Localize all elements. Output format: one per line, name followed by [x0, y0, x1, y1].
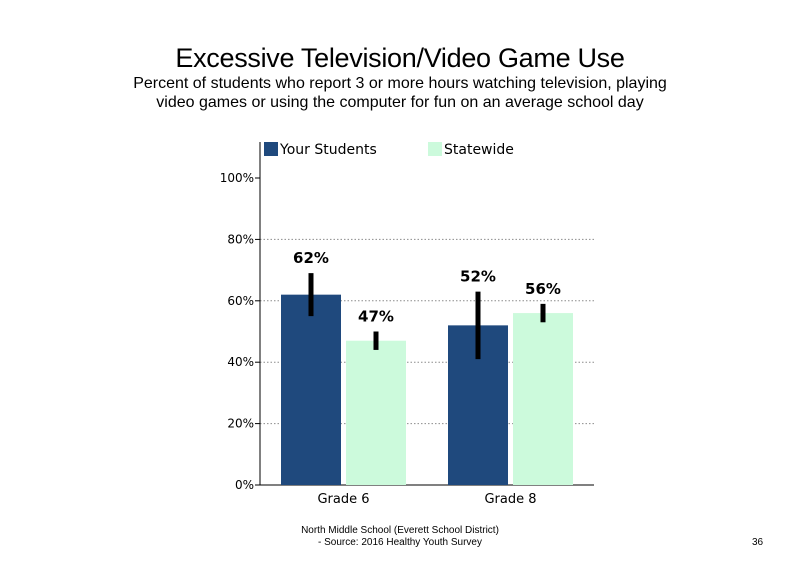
footer-school: North Middle School (Everett School Dist… — [301, 525, 499, 536]
chart-subtitle: Percent of students who report 3 or more… — [133, 75, 667, 111]
bar — [281, 294, 341, 485]
source-footer: North Middle School (Everett School Dist… — [200, 525, 600, 549]
data-label: 47% — [358, 308, 394, 326]
data-label: 56% — [525, 280, 561, 298]
legend-swatch — [428, 142, 442, 156]
data-label: 52% — [460, 268, 496, 286]
y-tick-label: 60% — [227, 294, 254, 308]
legend-label: Your Students — [279, 142, 377, 158]
x-tick-label: Grade 6 — [317, 492, 369, 507]
y-tick-label: 20% — [227, 417, 254, 431]
y-tick-label: 40% — [227, 355, 254, 369]
x-tick-label: Grade 8 — [484, 492, 536, 507]
chart-title: Excessive Television/Video Game Use — [175, 43, 625, 73]
legend-swatch — [264, 142, 278, 156]
bar — [513, 313, 573, 485]
y-tick-label: 100% — [220, 171, 254, 185]
y-tick-label: 80% — [227, 232, 254, 246]
data-label: 62% — [293, 249, 329, 267]
bar — [346, 340, 406, 485]
legend-label: Statewide — [444, 142, 514, 158]
page-number: 36 — [752, 537, 764, 548]
y-tick-label: 0% — [235, 478, 254, 492]
footer-source: - Source: 2016 Healthy Youth Survey — [318, 537, 482, 548]
